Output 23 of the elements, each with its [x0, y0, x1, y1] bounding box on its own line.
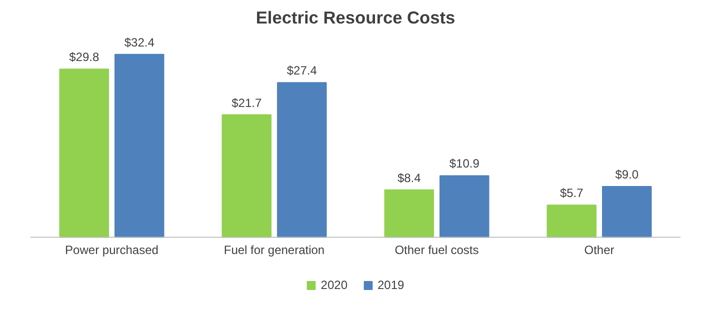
bar [546, 204, 596, 238]
data-label: $9.0 [615, 167, 639, 182]
legend-label: 2020 [320, 278, 348, 292]
bar [277, 82, 327, 238]
bar [384, 189, 434, 238]
data-label: $27.4 [286, 64, 318, 78]
legend-label: 2019 [378, 278, 404, 292]
data-label: $5.7 [560, 186, 584, 200]
x-tick-label: Fuel for generation [224, 243, 325, 258]
bar [222, 114, 272, 238]
data-label: $29.8 [69, 50, 100, 64]
x-tick-label: Other [584, 243, 614, 258]
bar [59, 68, 109, 238]
data-label: $32.4 [124, 35, 155, 50]
data-label: $8.4 [397, 170, 422, 185]
bar [602, 186, 652, 238]
x-tick-label: Other fuel costs [394, 243, 479, 258]
data-label: $21.7 [232, 96, 262, 110]
chart-title: Electric Resource Costs [256, 8, 456, 28]
x-tick-label: Power purchased [65, 243, 158, 258]
bar [440, 175, 490, 238]
bar [114, 54, 164, 238]
data-label: $10.9 [449, 156, 480, 171]
